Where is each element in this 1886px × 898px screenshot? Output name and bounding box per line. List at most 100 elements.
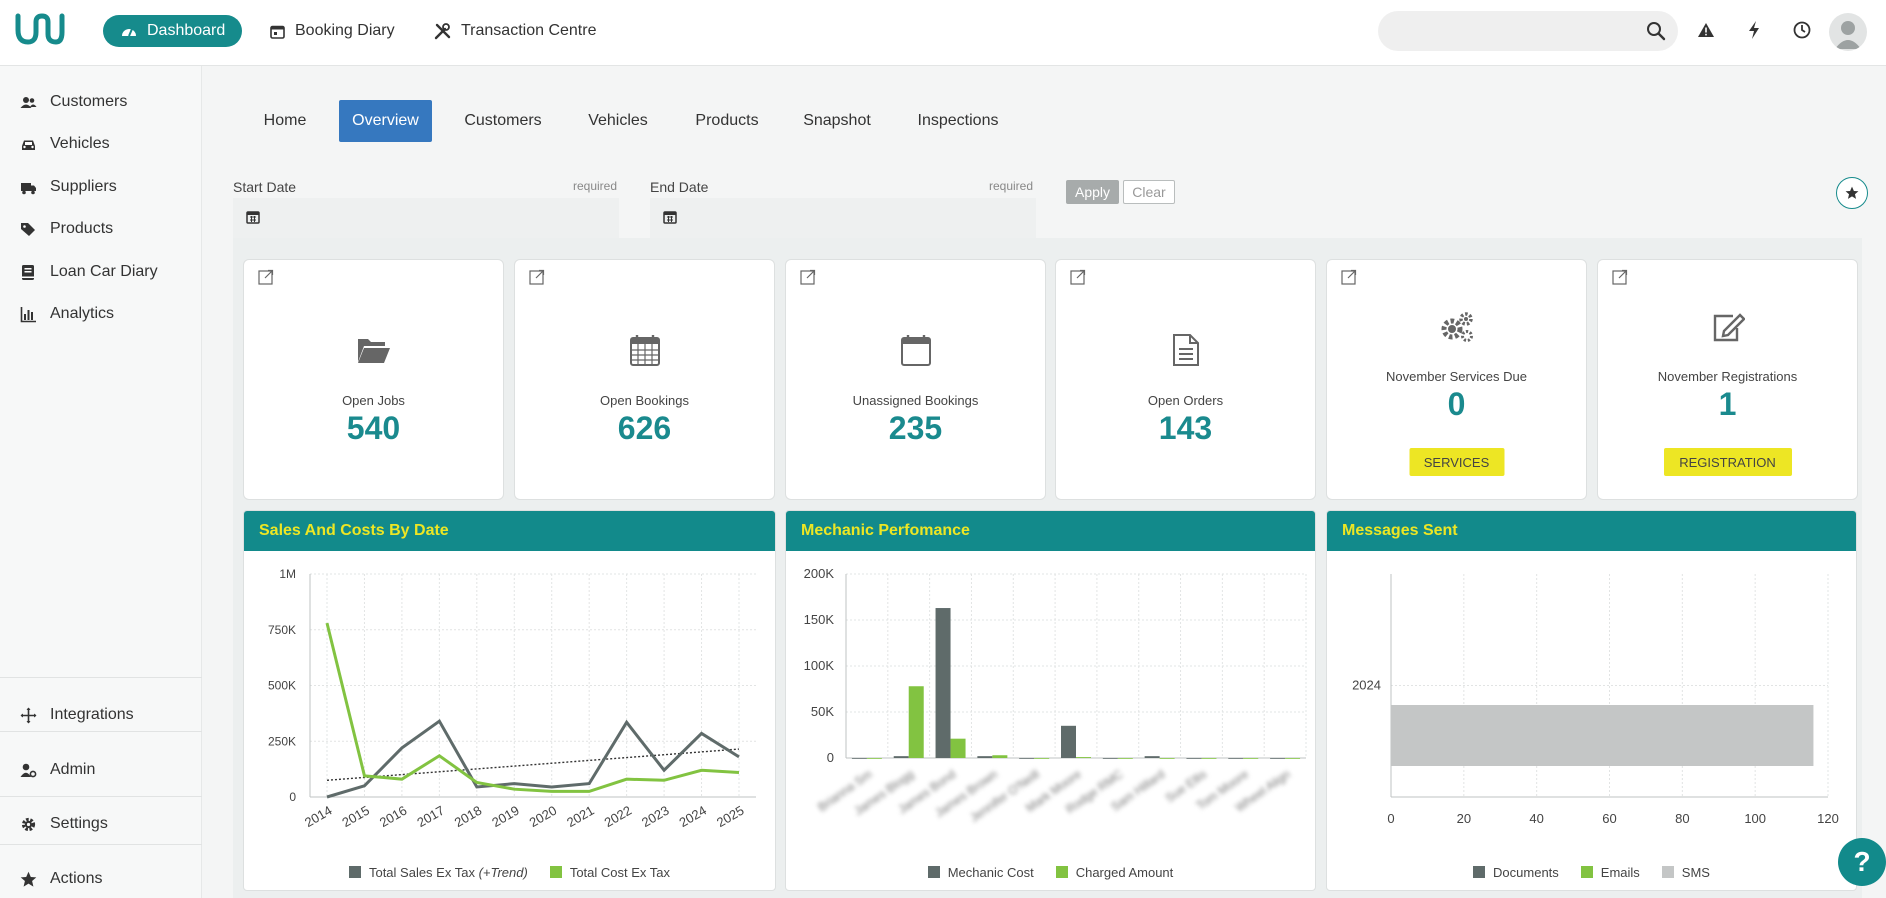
document-icon bbox=[1172, 334, 1199, 366]
y-tick-label: 250K bbox=[268, 734, 296, 748]
tab-snapshot[interactable]: Snapshot bbox=[803, 112, 871, 129]
stat-card-november-services-due[interactable]: November Services Due 0 SERVICES bbox=[1326, 259, 1587, 500]
gear-icon bbox=[21, 817, 36, 831]
sidebar-item-label: Integrations bbox=[50, 706, 134, 723]
legend-item[interactable]: SMS bbox=[1661, 865, 1710, 880]
tab-vehicles[interactable]: Vehicles bbox=[588, 112, 648, 129]
card-label: Unassigned Bookings bbox=[852, 393, 979, 408]
arrows-icon bbox=[20, 707, 37, 723]
external-link-icon[interactable] bbox=[529, 269, 545, 285]
nav-booking-diary[interactable]: Booking Diary bbox=[270, 15, 395, 47]
card-label: Open Bookings bbox=[600, 393, 689, 408]
sidebar-item-label: Actions bbox=[50, 870, 103, 887]
legend-item[interactable]: Total Cost Ex Tax bbox=[549, 865, 670, 880]
stat-card-open-bookings[interactable]: Open Bookings 626 bbox=[514, 259, 775, 500]
external-link-icon[interactable] bbox=[258, 269, 274, 285]
tab-products[interactable]: Products bbox=[695, 112, 759, 129]
bolt-icon[interactable] bbox=[1743, 19, 1765, 41]
user-avatar[interactable] bbox=[1829, 13, 1867, 51]
favourite-button[interactable] bbox=[1836, 177, 1868, 209]
legend-item[interactable]: Emails bbox=[1580, 865, 1640, 880]
nav-transaction-centre[interactable]: Transaction Centre bbox=[434, 15, 596, 47]
start-date-required: required bbox=[573, 179, 618, 193]
stat-card-open-jobs[interactable]: Open Jobs 540 bbox=[243, 259, 504, 500]
gears-icon bbox=[1441, 312, 1473, 342]
sidebar-item-admin[interactable]: Admin bbox=[0, 750, 202, 790]
sidebar-item-label: Vehicles bbox=[50, 135, 110, 152]
sidebar-item-actions[interactable]: Actions bbox=[0, 859, 202, 898]
y-tick-label: 50K bbox=[811, 704, 834, 719]
card-label: November Registrations bbox=[1657, 369, 1798, 384]
external-link-icon[interactable] bbox=[1070, 269, 1086, 285]
search-icon[interactable] bbox=[1646, 21, 1666, 41]
sidebar-item-loan-car-diary[interactable]: Loan Car Diary bbox=[0, 252, 202, 292]
x-tick-label: 2014 bbox=[302, 803, 335, 830]
x-tick-label: 2025 bbox=[714, 803, 747, 830]
y-tick-label: 0 bbox=[827, 750, 834, 765]
card-value: 235 bbox=[888, 410, 943, 446]
external-link-icon[interactable] bbox=[1612, 269, 1628, 285]
tab-overview[interactable]: Overview bbox=[339, 100, 432, 142]
trend-line bbox=[326, 748, 740, 781]
app-logo[interactable] bbox=[14, 12, 66, 48]
bar bbox=[1102, 758, 1118, 759]
start-date-input[interactable] bbox=[233, 198, 619, 238]
legend-item[interactable]: Total Sales Ex Tax (+Trend) bbox=[348, 865, 528, 880]
stat-card-open-orders[interactable]: Open Orders 143 bbox=[1055, 259, 1316, 500]
registration-button[interactable]: REGISTRATION bbox=[1663, 448, 1792, 476]
bar bbox=[1186, 758, 1202, 759]
help-button[interactable]: ? bbox=[1838, 838, 1886, 886]
stat-card-unassigned-bookings[interactable]: Unassigned Bookings 235 bbox=[785, 259, 1046, 500]
card-label: Open Jobs bbox=[342, 393, 405, 408]
stat-card-november-registrations[interactable]: November Registrations 1 REGISTRATION bbox=[1597, 259, 1858, 500]
nav-booking-diary-label: Booking Diary bbox=[295, 22, 395, 39]
tags-icon bbox=[21, 222, 35, 236]
card-label: November Services Due bbox=[1386, 369, 1527, 384]
x-tick-label: 0 bbox=[1387, 811, 1394, 826]
external-link-icon[interactable] bbox=[800, 269, 816, 285]
users-icon bbox=[20, 96, 37, 108]
external-link-icon[interactable] bbox=[1341, 269, 1357, 285]
search-input[interactable] bbox=[1378, 11, 1678, 51]
bar bbox=[1061, 725, 1076, 758]
clock-icon[interactable] bbox=[1791, 19, 1813, 41]
nav-dashboard-label: Dashboard bbox=[147, 22, 226, 39]
sidebar-item-customers[interactable]: Customers bbox=[0, 82, 202, 122]
sidebar-item-products[interactable]: Products bbox=[0, 209, 202, 249]
tab-home[interactable]: Home bbox=[263, 112, 307, 129]
legend-trend-note: (+Trend) bbox=[478, 865, 528, 880]
sidebar-item-label: Suppliers bbox=[50, 178, 117, 195]
card-value: 626 bbox=[617, 410, 672, 446]
sidebar-item-vehicles[interactable]: Vehicles bbox=[0, 124, 202, 164]
sidebar-item-integrations[interactable]: Integrations bbox=[0, 695, 202, 735]
bar bbox=[908, 686, 924, 758]
nav-dashboard[interactable]: Dashboard bbox=[103, 15, 242, 47]
x-tick-label: 120 bbox=[1817, 811, 1839, 826]
card-value: 540 bbox=[346, 410, 401, 446]
tab-inspections[interactable]: Inspections bbox=[917, 112, 999, 129]
x-tick-label: 80 bbox=[1675, 811, 1689, 826]
sidebar-item-settings[interactable]: Settings bbox=[0, 804, 202, 844]
services-button[interactable]: SERVICES bbox=[1409, 448, 1504, 476]
end-date-required: required bbox=[989, 179, 1034, 193]
legend-item[interactable]: Documents bbox=[1473, 865, 1559, 880]
chart-legend: Documents Emails SMS bbox=[1327, 865, 1856, 880]
end-date-input[interactable] bbox=[650, 198, 1036, 238]
warning-icon[interactable] bbox=[1695, 19, 1717, 41]
sidebar-divider bbox=[0, 844, 202, 845]
clear-button[interactable]: Clear bbox=[1123, 180, 1175, 204]
bar bbox=[1285, 758, 1301, 759]
legend-item[interactable]: Charged Amount bbox=[1055, 865, 1173, 880]
x-tick-label: 100 bbox=[1744, 811, 1766, 826]
y-tick-label: 200K bbox=[804, 566, 835, 581]
y-tick-label: 100K bbox=[804, 658, 835, 673]
sidebar-item-suppliers[interactable]: Suppliers bbox=[0, 167, 202, 207]
apply-button[interactable]: Apply bbox=[1066, 180, 1119, 204]
sidebar-item-analytics[interactable]: Analytics bbox=[0, 294, 202, 334]
bar bbox=[977, 756, 993, 758]
tab-customers[interactable]: Customers bbox=[464, 112, 542, 129]
legend-item[interactable]: Mechanic Cost bbox=[927, 865, 1034, 880]
bar bbox=[935, 608, 951, 758]
card-value: 0 bbox=[1447, 386, 1466, 422]
